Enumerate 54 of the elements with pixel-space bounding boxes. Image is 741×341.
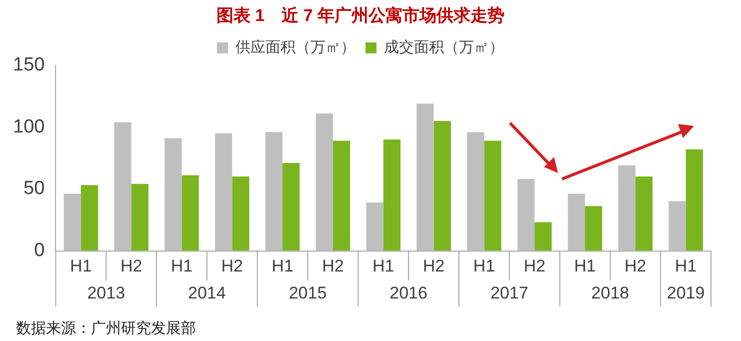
x-tick-label: H1 bbox=[70, 256, 92, 276]
bar bbox=[131, 184, 148, 251]
x-tick-label: H1 bbox=[372, 256, 394, 276]
x-tick-label: H2 bbox=[524, 256, 546, 276]
bar bbox=[416, 104, 434, 251]
bar bbox=[316, 114, 333, 251]
y-tick-label: 0 bbox=[34, 240, 45, 261]
bar bbox=[618, 165, 636, 251]
bar bbox=[383, 139, 400, 251]
text: 2019 bbox=[666, 283, 705, 302]
bar bbox=[182, 175, 199, 251]
bar bbox=[484, 140, 502, 251]
source-note: 数据来源：广州研究发展部 bbox=[16, 320, 196, 338]
bar bbox=[534, 222, 552, 251]
bar bbox=[366, 202, 384, 251]
x-tick-label: H1 bbox=[473, 256, 496, 276]
bar bbox=[517, 178, 535, 251]
x-tick-label: H2 bbox=[422, 256, 445, 276]
bar bbox=[232, 176, 250, 251]
legend-label: 供应面积（万㎡） bbox=[236, 39, 356, 56]
y-tick-label: 100 bbox=[13, 116, 45, 138]
x-tick-label: H2 bbox=[120, 256, 142, 276]
text: 2017 bbox=[490, 283, 528, 302]
bar bbox=[686, 149, 703, 251]
x-tick-label: H1 bbox=[674, 256, 697, 276]
x-tick-label: H2 bbox=[221, 256, 243, 276]
text: 2015 bbox=[288, 283, 327, 302]
text: 2013 bbox=[87, 283, 126, 302]
bar bbox=[80, 185, 98, 251]
bar bbox=[568, 194, 585, 251]
bar bbox=[584, 206, 602, 251]
text: 2014 bbox=[188, 283, 226, 302]
bar bbox=[332, 140, 350, 251]
x-tick-label: H1 bbox=[272, 256, 294, 276]
bar bbox=[635, 176, 653, 251]
text: 2016 bbox=[390, 283, 428, 302]
bar bbox=[64, 194, 81, 251]
legend-label: 成交面积（万㎡） bbox=[384, 39, 504, 56]
bar bbox=[114, 122, 132, 251]
bar bbox=[467, 132, 484, 251]
chart-title: 图表 1 近 7 年广州公寓市场供求走势 bbox=[216, 6, 505, 25]
y-tick-label: 50 bbox=[24, 178, 45, 200]
bar bbox=[164, 138, 182, 251]
bar bbox=[668, 201, 686, 251]
x-tick-label: H2 bbox=[624, 256, 646, 276]
bar bbox=[434, 120, 451, 251]
x-tick-label: H1 bbox=[574, 256, 596, 276]
x-tick-label: H1 bbox=[170, 256, 193, 276]
x-tick-label: H2 bbox=[322, 256, 344, 276]
text: 2018 bbox=[591, 283, 630, 302]
bar bbox=[282, 162, 300, 251]
y-tick-label: 150 bbox=[13, 54, 45, 76]
bar bbox=[214, 133, 232, 251]
bar bbox=[265, 132, 283, 251]
